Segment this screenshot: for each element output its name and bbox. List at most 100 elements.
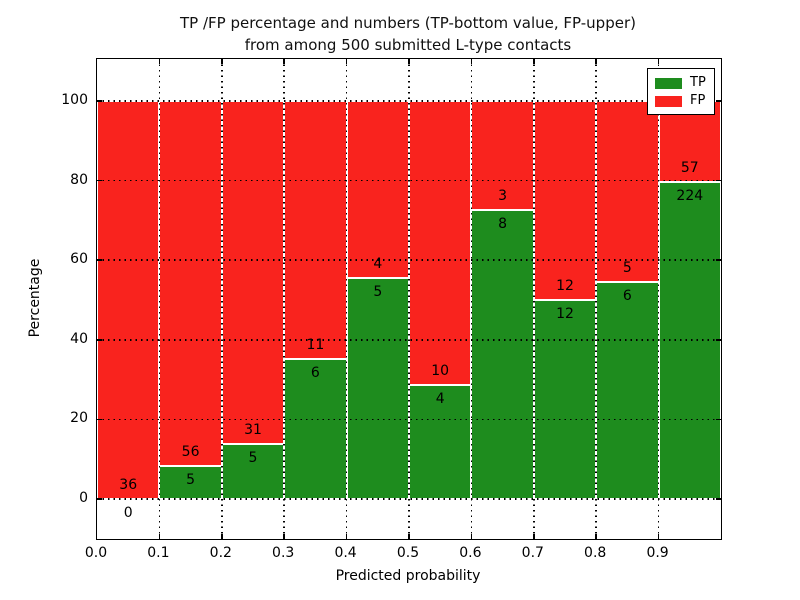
x-tick-mark — [283, 534, 285, 539]
y-tick-mark — [716, 418, 721, 421]
x-tick-mark — [158, 59, 161, 64]
legend-label-fp: FP — [690, 93, 706, 108]
fp-count-label: 31 — [244, 421, 262, 438]
x-tick-mark — [283, 59, 285, 64]
tp-bar-segment — [533, 300, 597, 499]
y-tick-label: 80 — [70, 171, 88, 188]
x-tick-mark — [595, 59, 597, 64]
x-tick-label: 0.9 — [646, 545, 669, 561]
x-tick-mark — [533, 534, 535, 539]
chart-title-line2: from among 500 submitted L-type contacts — [244, 36, 572, 54]
x-tick-label: 0.8 — [584, 545, 607, 561]
x-axis-label: Predicted probability — [335, 568, 481, 584]
x-tick-mark — [345, 534, 348, 539]
v-gridline — [283, 59, 285, 539]
y-tick-mark — [716, 179, 721, 182]
legend-label-tp: TP — [690, 75, 706, 90]
y-tick-label: 0 — [79, 490, 88, 506]
x-tick-mark — [408, 59, 410, 64]
y-tick-mark — [97, 259, 102, 261]
y-tick-label: 40 — [70, 330, 88, 347]
x-tick-label: 0.4 — [334, 545, 357, 561]
tp-color-swatch — [655, 77, 682, 89]
tp-bar-segment — [159, 466, 222, 499]
fp-count-label: 3 — [498, 187, 508, 204]
y-tick-label: 20 — [70, 410, 88, 427]
v-gridline — [408, 59, 410, 539]
v-gridline — [595, 59, 597, 539]
x-tick-mark — [595, 534, 597, 539]
y-tick-mark — [97, 418, 102, 421]
v-gridline — [221, 59, 223, 539]
fp-count-label: 56 — [181, 444, 200, 461]
x-tick-mark — [221, 59, 223, 64]
x-tick-mark — [470, 59, 473, 64]
y-tick-mark — [97, 100, 102, 102]
x-tick-mark — [345, 59, 348, 64]
chart-title: TP /FP percentage and numbers (TP-bottom… — [96, 12, 720, 56]
h-gridline — [97, 498, 721, 500]
tp-count-label: 5 — [373, 283, 383, 300]
v-gridline — [470, 59, 473, 539]
tp-count-label: 6 — [310, 364, 320, 381]
fp-count-label: 36 — [119, 477, 138, 493]
v-gridline — [345, 59, 348, 539]
x-tick-label: 0.0 — [84, 545, 108, 561]
h-gridline — [97, 259, 721, 261]
y-tick-mark — [716, 339, 721, 341]
h-gridline — [97, 179, 721, 182]
y-tick-mark — [97, 339, 102, 341]
y-tick-mark — [716, 259, 721, 261]
x-tick-mark — [657, 59, 660, 64]
fp-count-label: 10 — [431, 363, 450, 380]
legend: TP FP — [647, 68, 715, 115]
fp-bar-segment — [97, 101, 160, 499]
legend-entry-fp: FP — [648, 92, 714, 110]
tp-count-label: 12 — [556, 306, 574, 322]
v-gridline — [533, 59, 535, 539]
tp-count-label: 5 — [248, 449, 258, 466]
tp-bar-segment — [596, 281, 659, 499]
fp-bar-segment — [346, 101, 409, 278]
fp-bar-segment — [596, 101, 659, 282]
x-tick-label: 0.6 — [459, 545, 482, 561]
x-tick-label: 0.3 — [272, 545, 295, 561]
fp-count-label: 4 — [373, 255, 383, 272]
x-tick-mark — [470, 534, 473, 539]
fp-bar-segment — [221, 101, 285, 444]
fp-bar-segment — [409, 101, 472, 386]
fp-count-label: 11 — [306, 336, 325, 353]
fp-bar-segment — [159, 101, 222, 467]
chart-title-line1: TP /FP percentage and numbers (TP-bottom… — [180, 14, 636, 32]
fp-count-label: 57 — [680, 159, 699, 176]
y-tick-label: 100 — [61, 92, 88, 108]
x-tick-label: 0.1 — [147, 545, 170, 561]
tp-count-label: 5 — [186, 472, 196, 489]
x-tick-label: 0.5 — [396, 545, 420, 561]
x-tick-mark — [657, 534, 660, 539]
legend-entry-tp: TP — [648, 74, 714, 92]
fp-count-label: 12 — [556, 278, 574, 294]
tp-count-label: 224 — [676, 187, 704, 204]
tp-bar-segment — [221, 443, 285, 499]
fp-color-swatch — [655, 95, 682, 107]
y-axis-label: Percentage — [27, 258, 43, 338]
v-gridline — [657, 59, 660, 539]
y-tick-label: 60 — [70, 251, 88, 268]
tp-count-label: 0 — [123, 505, 133, 521]
tp-bar-segment — [471, 209, 534, 499]
h-gridline — [97, 339, 721, 341]
x-tick-label: 0.7 — [521, 545, 544, 561]
h-gridline — [97, 418, 721, 421]
x-tick-mark — [221, 534, 223, 539]
fp-bar-segment — [533, 101, 597, 300]
tp-count-label: 4 — [435, 391, 445, 408]
y-tick-mark — [716, 100, 721, 102]
y-tick-mark — [97, 498, 102, 500]
tp-count-label: 8 — [498, 215, 508, 232]
tp-bar-segment — [346, 277, 409, 499]
y-tick-mark — [97, 179, 102, 182]
x-tick-mark — [158, 534, 161, 539]
x-tick-mark — [533, 59, 535, 64]
